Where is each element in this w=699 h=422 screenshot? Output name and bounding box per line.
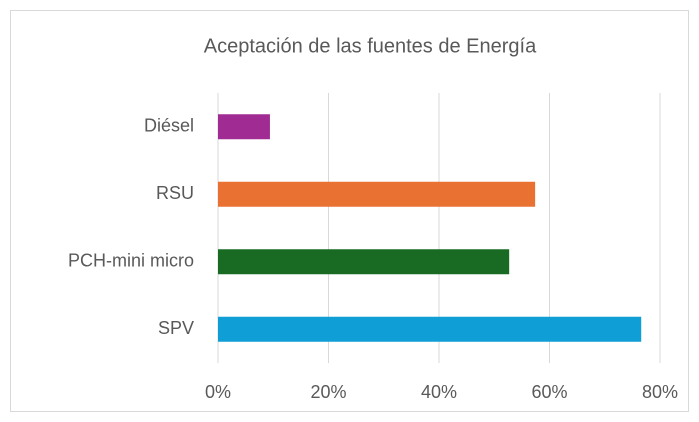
bar bbox=[218, 181, 536, 207]
bar bbox=[218, 249, 510, 275]
x-tick-label: 60% bbox=[531, 382, 567, 402]
chart-title: Aceptación de las fuentes de Energía bbox=[204, 35, 537, 57]
y-tick-label: SPV bbox=[158, 318, 194, 338]
y-tick-label: Diésel bbox=[144, 116, 194, 136]
x-tick-label: 20% bbox=[310, 382, 346, 402]
x-tick-label: 40% bbox=[421, 382, 457, 402]
chart-frame bbox=[10, 10, 689, 412]
bar bbox=[218, 114, 270, 140]
y-tick-label: RSU bbox=[156, 183, 194, 203]
x-tick-label: 80% bbox=[642, 382, 678, 402]
x-tick-label: 0% bbox=[205, 382, 231, 402]
y-tick-label: PCH-mini micro bbox=[68, 251, 194, 271]
bar bbox=[218, 316, 642, 342]
